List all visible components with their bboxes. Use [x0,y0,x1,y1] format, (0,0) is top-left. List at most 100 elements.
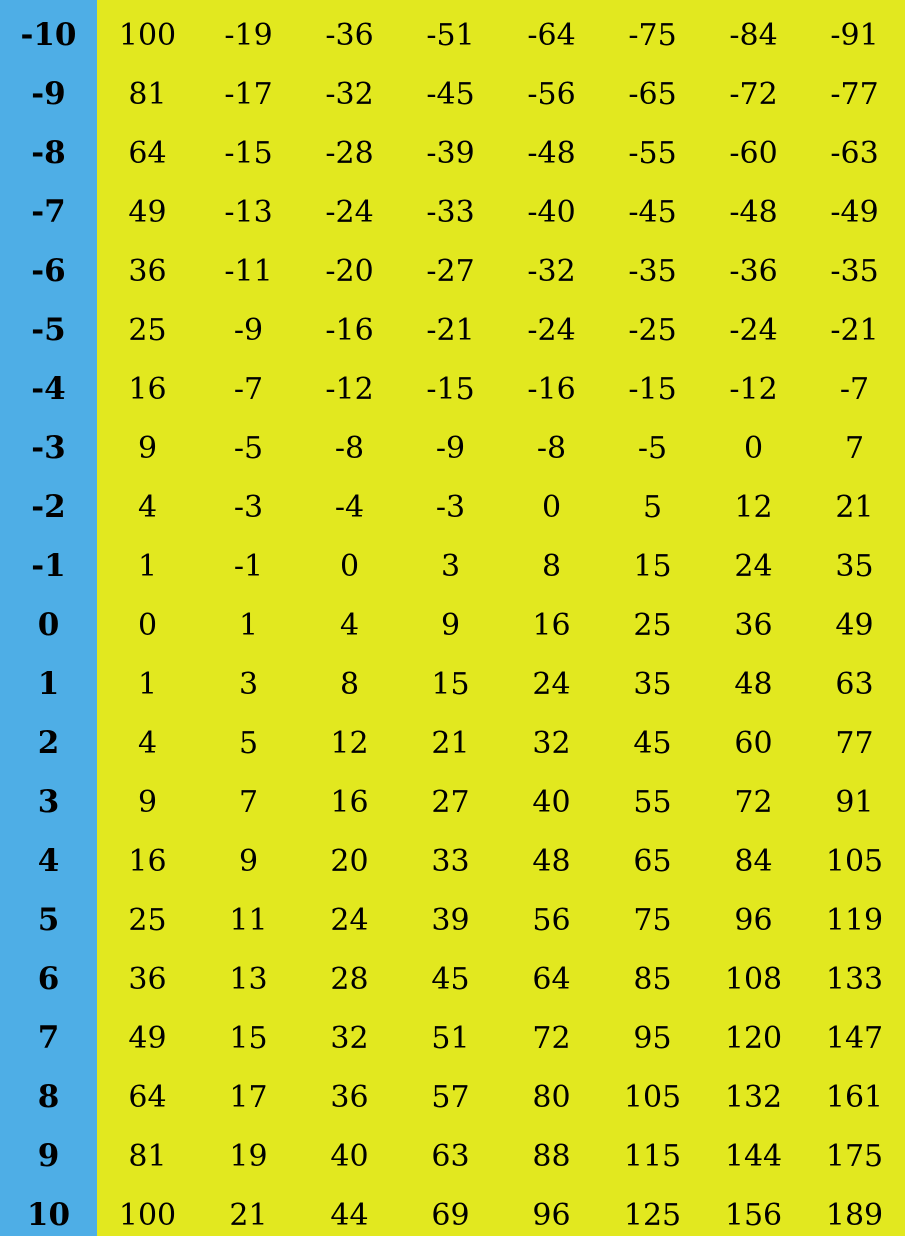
table-cell: -49 [830,194,879,230]
table-cell: 16 [330,784,369,820]
table-cell: 8 [339,666,360,702]
table-cell: -28 [325,135,374,171]
table-cell: 72 [532,1020,571,1056]
table-cell: 32 [532,725,571,761]
table-cell: -35 [628,253,677,289]
table-cell: -45 [426,76,475,112]
table-cell: -5 [637,430,668,466]
table-cell: 91 [835,784,874,820]
table-cell: 33 [431,843,470,879]
table-cell: -19 [224,17,273,53]
table-cell: 36 [128,253,167,289]
row-header: -3 [31,430,66,466]
table-cell: 120 [724,1020,783,1056]
row-header: 3 [37,784,60,820]
table-cell: -32 [527,253,576,289]
table-cell: 4 [339,607,360,643]
table-cell: 45 [431,961,470,997]
table-cell: 35 [835,548,874,584]
table-cell: -24 [729,312,778,348]
table-cell: 49 [835,607,874,643]
table-cell: 7 [238,784,259,820]
table-cell: 3 [440,548,461,584]
table-cell: -36 [729,253,778,289]
table-cell: -72 [729,76,778,112]
table-cell: 24 [532,666,571,702]
table-cell: -9 [435,430,466,466]
table-cell: -17 [224,76,273,112]
table-cell: 81 [128,1138,167,1174]
table-cell: 32 [330,1020,369,1056]
table-cell: 25 [128,312,167,348]
table-cell: 51 [431,1020,470,1056]
table-cell: 21 [835,489,874,525]
table-cell: 1 [238,607,259,643]
table-cell: 5 [642,489,663,525]
table-cell: -20 [325,253,374,289]
table-cell: 144 [724,1138,783,1174]
table-cell: 100 [118,17,177,53]
table-cell: 55 [633,784,672,820]
table-cell: 16 [532,607,571,643]
table-cell: 69 [431,1197,470,1233]
table-cell: 36 [330,1079,369,1115]
table-cell: -12 [325,371,374,407]
table-cell: -8 [334,430,365,466]
table-cell: -48 [729,194,778,230]
table-cell: 5 [238,725,259,761]
row-header: 4 [37,843,60,879]
table-cell: 21 [431,725,470,761]
table-cell: 9 [137,430,158,466]
row-header: 6 [37,961,60,997]
row-header: 8 [37,1079,60,1115]
table-cell: 20 [330,843,369,879]
table-cell: 9 [440,607,461,643]
table-cell: -3 [435,489,466,525]
table-cell: 115 [623,1138,682,1174]
table-cell: 132 [724,1079,783,1115]
row-header: -1 [31,548,66,584]
table-cell: -16 [527,371,576,407]
table-cell: -64 [527,17,576,53]
table-cell: 161 [825,1079,884,1115]
table-cell: 19 [229,1138,268,1174]
table-cell: -3 [233,489,264,525]
table-cell: 25 [633,607,672,643]
table-cell: 44 [330,1197,369,1233]
table-cell: -15 [628,371,677,407]
table-cell: 13 [229,961,268,997]
table-cell: 35 [633,666,672,702]
table-cell: -33 [426,194,475,230]
table-cell: 100 [118,1197,177,1233]
table-cell: -21 [426,312,475,348]
table-cell: -32 [325,76,374,112]
table-cell: 45 [633,725,672,761]
table-cell: -84 [729,17,778,53]
table-cell: 64 [532,961,571,997]
table-cell: -91 [830,17,879,53]
table-cell: 21 [229,1197,268,1233]
table-cell: 105 [825,843,884,879]
table-cell: -5 [233,430,264,466]
table-cell: 36 [128,961,167,997]
table-cell: -56 [527,76,576,112]
row-header: 9 [37,1138,60,1174]
table-cell: 77 [835,725,874,761]
table-cell: 57 [431,1079,470,1115]
table-cell: -9 [233,312,264,348]
table-cell: 9 [238,843,259,879]
table-cell: -24 [527,312,576,348]
table-cell: 81 [128,76,167,112]
table-cell: 96 [532,1197,571,1233]
table-cell: 49 [128,1020,167,1056]
table-cell: 125 [623,1197,682,1233]
table-cell: -1 [233,548,264,584]
table-cell: 0 [137,607,158,643]
row-header: 7 [37,1020,60,1056]
table-cell: -39 [426,135,475,171]
table-cell: 39 [431,902,470,938]
table-cell: -36 [325,17,374,53]
row-header: -10 [20,17,77,53]
table-cell: 156 [724,1197,783,1233]
table-cell: 80 [532,1079,571,1115]
